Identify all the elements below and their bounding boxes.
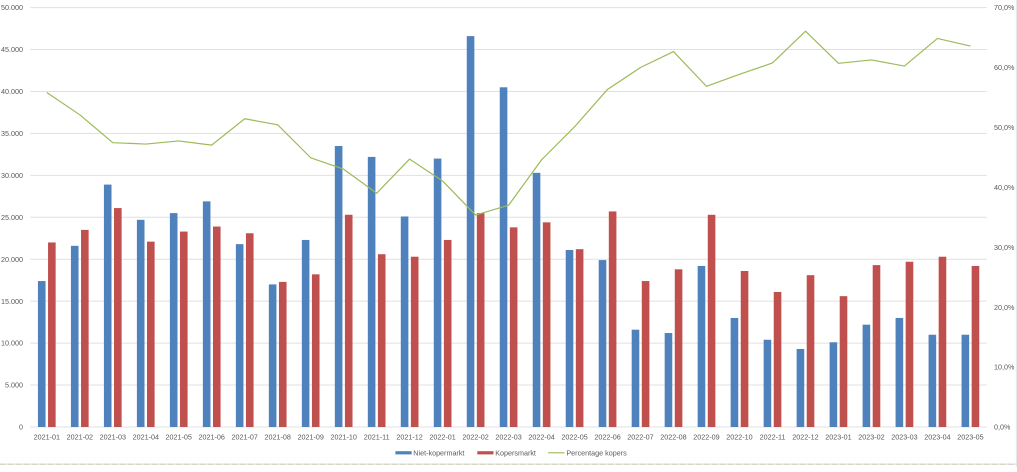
svg-text:2022-04: 2022-04 [528, 433, 554, 442]
svg-text:40,0%: 40,0% [994, 183, 1015, 192]
svg-text:2021-04: 2021-04 [133, 433, 159, 442]
svg-text:2021-05: 2021-05 [166, 433, 192, 442]
svg-text:20,0%: 20,0% [994, 303, 1015, 312]
svg-text:2023-03: 2023-03 [891, 433, 917, 442]
svg-text:2023-01: 2023-01 [825, 433, 851, 442]
svg-text:2022-10: 2022-10 [726, 433, 752, 442]
svg-text:70,0%: 70,0% [994, 3, 1015, 12]
svg-text:2022-07: 2022-07 [627, 433, 653, 442]
svg-text:2022-02: 2022-02 [462, 433, 488, 442]
svg-text:30,0%: 30,0% [994, 243, 1015, 252]
svg-text:2021-09: 2021-09 [298, 433, 324, 442]
svg-text:2022-05: 2022-05 [561, 433, 587, 442]
svg-text:2023-02: 2023-02 [858, 433, 884, 442]
svg-text:2023-04: 2023-04 [924, 433, 950, 442]
svg-text:0: 0 [19, 423, 23, 432]
svg-text:2021-02: 2021-02 [67, 433, 93, 442]
svg-text:25.000: 25.000 [1, 213, 23, 222]
svg-text:2022-03: 2022-03 [495, 433, 521, 442]
svg-text:2022-06: 2022-06 [594, 433, 620, 442]
svg-text:35.000: 35.000 [1, 129, 23, 138]
svg-text:Kopersmarkt: Kopersmarkt [495, 448, 536, 457]
svg-text:2022-09: 2022-09 [693, 433, 719, 442]
svg-text:Percentage kopers: Percentage kopers [566, 448, 627, 457]
svg-text:40.000: 40.000 [1, 87, 23, 96]
svg-text:15.000: 15.000 [1, 297, 23, 306]
svg-text:2021-06: 2021-06 [199, 433, 225, 442]
svg-text:2022-08: 2022-08 [660, 433, 686, 442]
svg-text:2021-01: 2021-01 [34, 433, 60, 442]
svg-text:2023-05: 2023-05 [957, 433, 983, 442]
svg-text:2022-12: 2022-12 [792, 433, 818, 442]
svg-text:10.000: 10.000 [1, 339, 23, 348]
svg-text:2021-07: 2021-07 [232, 433, 258, 442]
svg-text:50.000: 50.000 [1, 3, 23, 12]
svg-text:2021-12: 2021-12 [396, 433, 422, 442]
svg-text:60,0%: 60,0% [994, 63, 1015, 72]
svg-text:2021-08: 2021-08 [265, 433, 291, 442]
svg-text:2022-11: 2022-11 [760, 433, 786, 442]
svg-text:5.000: 5.000 [5, 381, 23, 390]
svg-text:2021-11: 2021-11 [364, 433, 390, 442]
svg-text:2022-01: 2022-01 [429, 433, 455, 442]
svg-text:30.000: 30.000 [1, 171, 23, 180]
svg-text:50,0%: 50,0% [994, 123, 1015, 132]
svg-text:10,0%: 10,0% [994, 363, 1015, 372]
svg-text:2021-10: 2021-10 [331, 433, 357, 442]
svg-text:20.000: 20.000 [1, 255, 23, 264]
svg-text:2021-03: 2021-03 [100, 433, 126, 442]
svg-text:45.000: 45.000 [1, 45, 23, 54]
svg-text:Niet-kopermarkt: Niet-kopermarkt [413, 448, 464, 457]
svg-text:0,0%: 0,0% [994, 423, 1011, 432]
